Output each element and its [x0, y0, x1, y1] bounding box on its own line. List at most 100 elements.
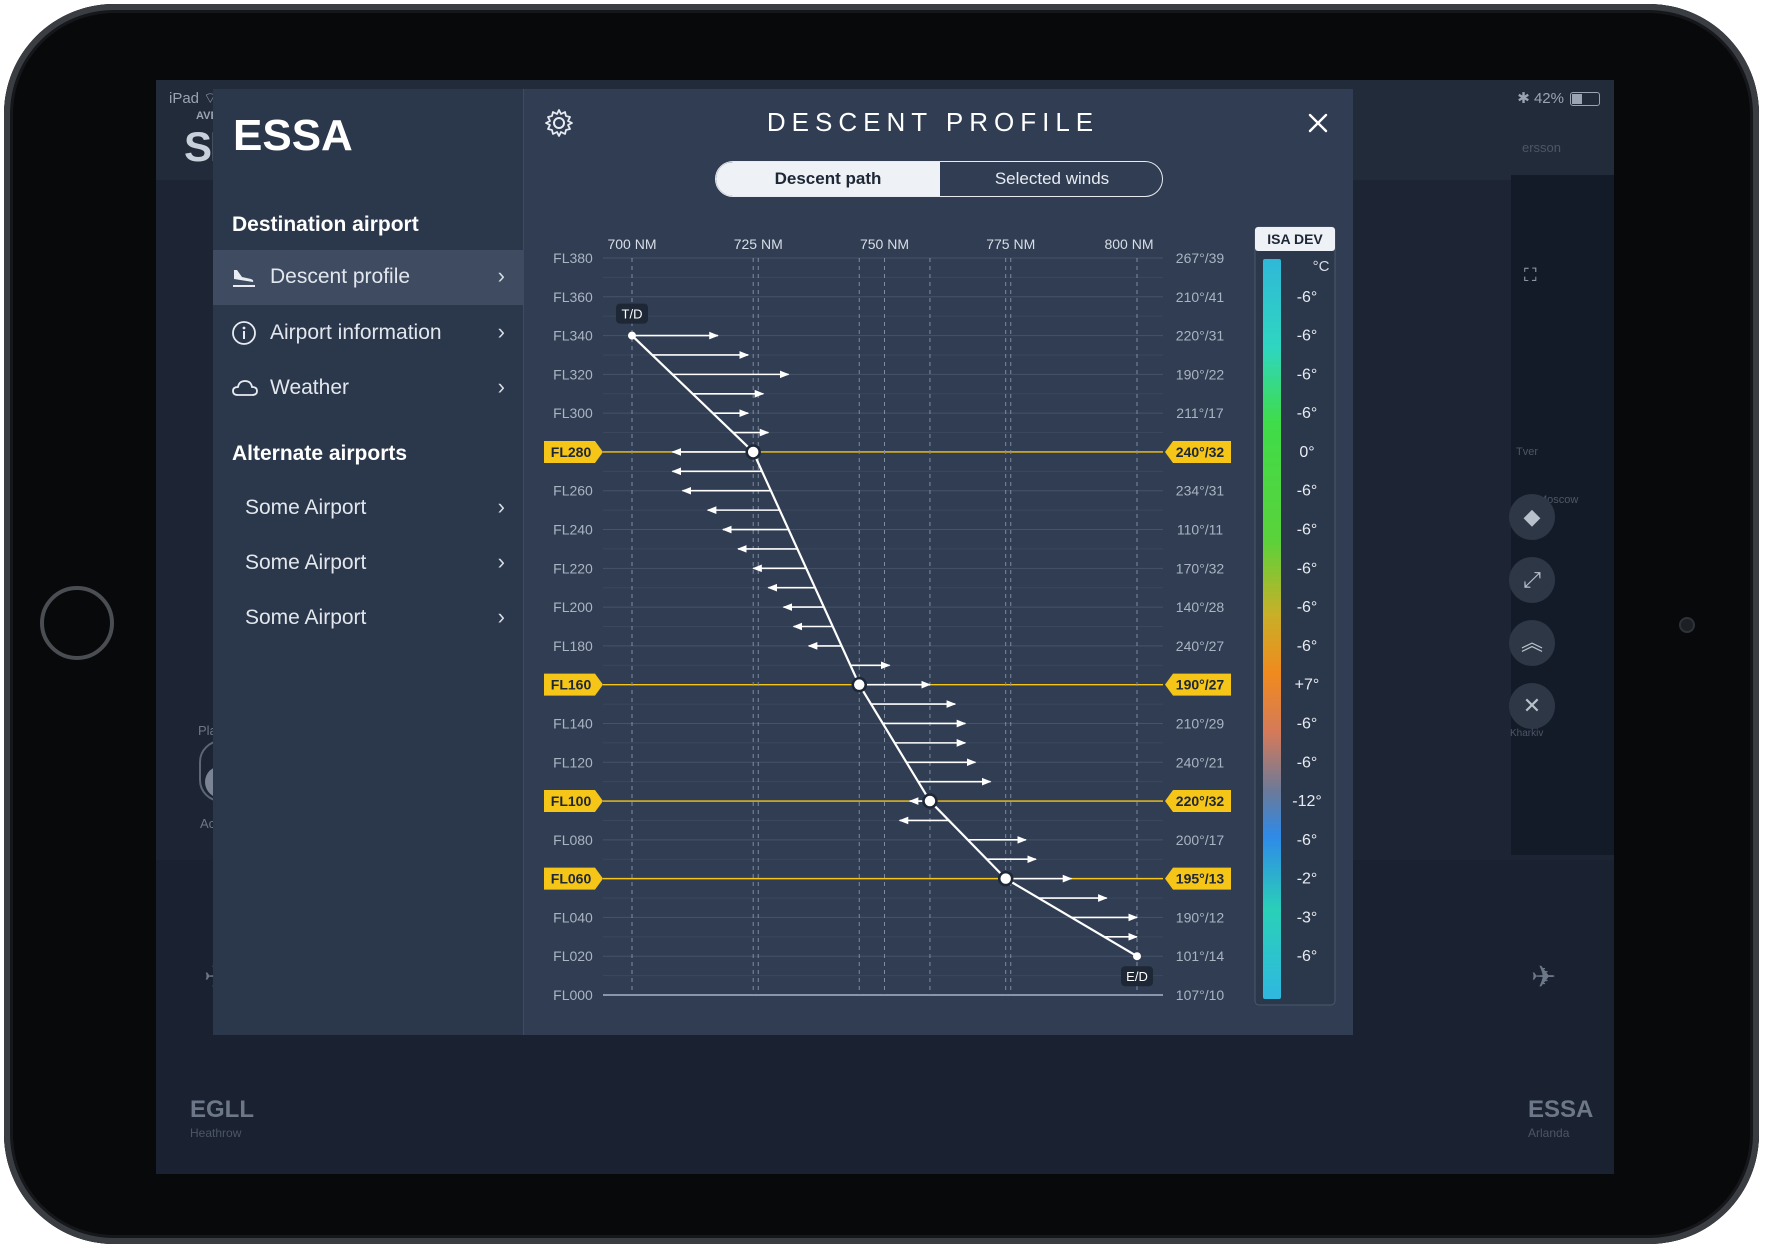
close-icon[interactable]	[1304, 109, 1332, 137]
chevron-right-icon: ›	[497, 549, 505, 574]
sidebar-item-label: Some Airport	[245, 496, 367, 519]
sidebar-item-alternate[interactable]: Some Airport ›	[213, 481, 523, 536]
sidebar-item-label: Some Airport	[245, 606, 367, 629]
path-marker	[851, 676, 867, 693]
wind-label: 110°/11	[1177, 522, 1224, 538]
x-tick-label: 725 NM	[734, 236, 783, 252]
isa-value: -3°	[1297, 909, 1318, 926]
map-label-tver: Tver	[1516, 446, 1538, 458]
map-label-kharkiv: Kharkiv	[1510, 728, 1544, 739]
airport-code: ESSA	[233, 111, 353, 160]
alternate-heading: Alternate airports	[232, 442, 408, 465]
home-button[interactable]	[40, 586, 114, 660]
isa-value: -6°	[1297, 715, 1318, 732]
wind-label: 107°/10	[1176, 987, 1225, 1003]
departure-name: Heathrow	[190, 1126, 242, 1140]
camera	[1679, 617, 1695, 633]
sidebar-item-weather[interactable]: Weather ›	[213, 361, 523, 416]
x-tick-label: 700 NM	[607, 236, 656, 252]
departure-code: EGLL	[190, 1096, 254, 1123]
wind-label: 240°/27	[1176, 638, 1225, 654]
isa-value: -6°	[1297, 483, 1318, 500]
level-label: FL080	[553, 832, 593, 848]
td-label: T/D	[622, 307, 643, 322]
wind-badge	[1165, 867, 1231, 890]
level-label: FL120	[553, 754, 593, 770]
isa-value: -6°	[1297, 832, 1318, 849]
isa-header: ISA DEV	[1267, 231, 1323, 247]
sidebar-item-alternate[interactable]: Some Airport ›	[213, 591, 523, 646]
tab-descent-path[interactable]: Descent path	[716, 162, 940, 196]
level-badge	[544, 673, 603, 696]
level-label: FL000	[553, 987, 593, 1003]
descent-path-line	[631, 334, 1138, 958]
level-label: FL340	[553, 328, 593, 344]
level-label: FL240	[553, 522, 593, 538]
battery-icon	[1570, 92, 1600, 107]
sidebar-item-alternate[interactable]: Some Airport ›	[213, 536, 523, 591]
close-map-icon[interactable]: ✕	[1509, 683, 1555, 729]
level-badge	[544, 867, 603, 890]
isa-value: -6°	[1297, 405, 1318, 422]
expand-icon[interactable]: ⛶	[1524, 265, 1537, 285]
bluetooth-icon: ✱	[1517, 90, 1530, 107]
isa-value: -6°	[1297, 328, 1318, 345]
isa-value: -6°	[1297, 560, 1318, 577]
wind-label: 234°/31	[1176, 483, 1225, 499]
level-label: FL220	[553, 560, 593, 576]
descent-modal: ESSA Destination airport Descent profile…	[213, 89, 1353, 1035]
level-label: FL260	[553, 483, 593, 499]
x-tick-label: 775 NM	[986, 236, 1035, 252]
isa-value: -6°	[1297, 366, 1318, 383]
isa-value: -6°	[1297, 754, 1318, 771]
sidebar: ESSA Destination airport Descent profile…	[213, 89, 524, 1035]
route-icon[interactable]: ⤢	[1509, 557, 1555, 603]
wind-label: 101°/14	[1176, 948, 1225, 964]
chevron-right-icon: ›	[497, 319, 505, 344]
wind-label: 220°/31	[1176, 328, 1225, 344]
wind-label: 140°/28	[1176, 599, 1225, 615]
chevron-up-icon[interactable]: ︽	[1509, 620, 1555, 666]
wind-label: 190°/22	[1176, 366, 1225, 382]
wind-label: 240°/32	[1176, 444, 1225, 460]
isa-color-scale	[1263, 259, 1281, 999]
level-label: FL360	[553, 289, 593, 305]
sidebar-item-label: Airport information	[270, 321, 442, 344]
wind-label: 170°/32	[1176, 560, 1225, 576]
wind-label: 200°/17	[1176, 832, 1225, 848]
isa-value: -6°	[1297, 289, 1318, 306]
isa-value: -6°	[1297, 948, 1318, 965]
cloud-icon	[231, 375, 258, 401]
ipad-frame: AVENTURE SIG ersson ⛶ Tver Moscow ◆ ⤢ ︽ …	[4, 4, 1759, 1244]
isa-value: -2°	[1297, 871, 1318, 888]
tab-selected-winds[interactable]: Selected winds	[994, 169, 1110, 188]
level-label: FL200	[553, 599, 593, 615]
isa-value: -12°	[1292, 793, 1322, 810]
arrival-icon: ✈	[1531, 961, 1557, 994]
level-label: FL280	[551, 444, 592, 460]
top-of-descent-point	[628, 331, 636, 340]
layers-icon[interactable]: ◆	[1509, 494, 1555, 540]
path-marker	[922, 793, 938, 809]
level-label: FL180	[553, 638, 593, 654]
sidebar-item-label: Descent profile	[270, 265, 411, 288]
arrival-code: ESSA	[1528, 1096, 1594, 1123]
gear-icon[interactable]	[543, 107, 575, 139]
level-label: FL300	[553, 405, 593, 421]
path-marker	[745, 444, 761, 460]
isa-value: -6°	[1297, 599, 1318, 616]
level-label: FL060	[551, 871, 592, 887]
isa-value: 0°	[1299, 444, 1314, 461]
path-marker	[997, 870, 1014, 887]
device-label: iPad	[169, 90, 200, 107]
wind-label: 211°/17	[1176, 405, 1224, 421]
sidebar-item-descent-profile[interactable]: Descent profile ›	[213, 250, 523, 305]
x-tick-label: 750 NM	[860, 236, 909, 252]
wind-label: 210°/29	[1176, 715, 1225, 731]
x-tick-label: 800 NM	[1104, 236, 1153, 252]
sidebar-item-airport-information[interactable]: Airport information ›	[213, 306, 523, 361]
isa-unit: °C	[1313, 258, 1330, 275]
isa-value: -6°	[1297, 522, 1318, 539]
info-icon	[231, 320, 257, 346]
wind-badge	[1165, 790, 1231, 813]
